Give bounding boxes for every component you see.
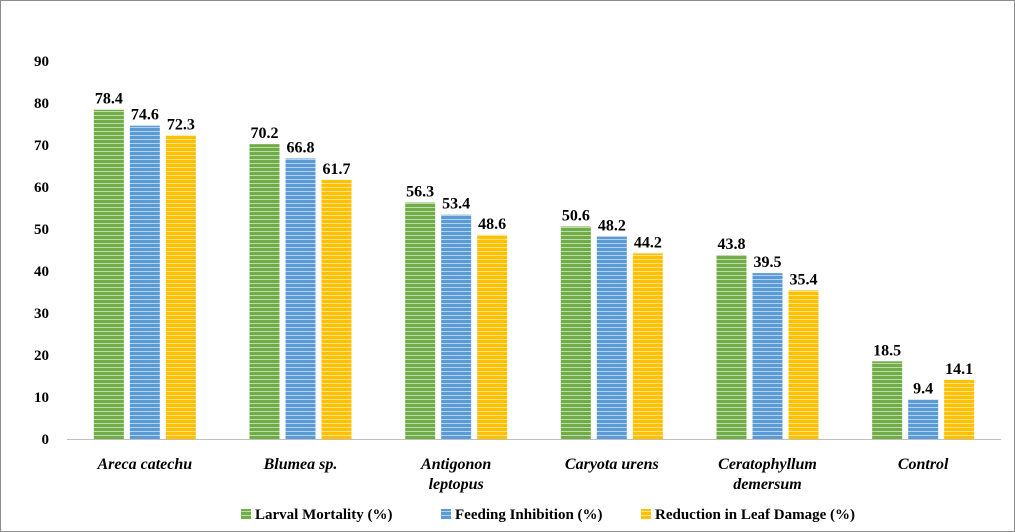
bar-value-label: 74.6 <box>131 107 159 124</box>
x-tick-label: Ceratophyllum <box>718 456 817 473</box>
bar-value-label: 53.4 <box>442 196 470 213</box>
x-tick-label: Antigonon <box>420 456 491 473</box>
x-tick-label: leptopus <box>429 476 484 493</box>
bar <box>285 158 316 439</box>
y-tick-label: 10 <box>34 390 49 406</box>
bar-value-label: 72.3 <box>167 116 195 133</box>
bar-value-label: 61.7 <box>323 161 351 178</box>
legend-label: Reduction in Leaf Damage (%) <box>655 507 855 523</box>
bar <box>321 179 352 440</box>
bar-value-label: 39.5 <box>754 254 782 271</box>
legend-label: Feeding Inhibition (%) <box>455 507 603 523</box>
x-axis: Areca catechu Blumea sp. Antigonon leptopus… <box>67 439 1001 493</box>
value-labels: 78.4 74.6 72.3 70.2 66.8 61.7 56.3 53.4 48.6 50.6… <box>95 91 973 398</box>
bars <box>93 109 975 440</box>
bar-value-label: 70.2 <box>251 125 279 142</box>
bar-value-label: 50.6 <box>562 207 590 224</box>
y-tick-label: 70 <box>34 138 49 154</box>
bar-value-label: 43.8 <box>718 236 746 253</box>
bar-value-label: 48.2 <box>598 218 626 235</box>
bar-value-label: 78.4 <box>95 91 123 108</box>
bar <box>405 202 436 439</box>
bar <box>477 234 508 439</box>
y-tick-label: 80 <box>34 96 49 112</box>
x-tick-label: Control <box>898 456 949 473</box>
bar <box>596 236 627 439</box>
y-axis: 0 10 20 30 40 50 60 70 80 90 <box>34 54 49 448</box>
bar-value-label: 9.4 <box>913 381 933 398</box>
bar <box>788 290 819 439</box>
bar <box>129 125 160 440</box>
y-tick-label: 0 <box>42 432 50 448</box>
y-tick-label: 40 <box>34 264 49 280</box>
bar <box>165 135 196 439</box>
bar <box>944 379 975 439</box>
bar-value-label: 35.4 <box>790 271 818 288</box>
y-tick-label: 30 <box>34 306 49 322</box>
bar-value-label: 56.3 <box>406 184 434 201</box>
bar <box>716 255 747 439</box>
bar <box>872 361 903 439</box>
x-tick-label: Blumea sp. <box>263 456 338 473</box>
bar-value-label: 18.5 <box>873 342 901 359</box>
bar-value-label: 14.1 <box>945 361 973 378</box>
bar-value-label: 44.2 <box>634 234 662 251</box>
bar <box>908 399 939 439</box>
bar-value-label: 48.6 <box>478 216 506 233</box>
legend-swatch <box>641 509 651 519</box>
bar <box>93 109 124 439</box>
legend-swatch <box>441 509 451 519</box>
y-tick-label: 90 <box>34 54 49 70</box>
x-tick-label: Caryota urens <box>565 456 659 473</box>
x-tick-label: Areca catechu <box>97 456 193 473</box>
legend: Larval Mortality (%) Feeding Inhibition (… <box>241 507 855 523</box>
x-tick-label: demersum <box>733 476 801 493</box>
bar <box>441 214 472 439</box>
bar <box>249 144 280 439</box>
y-tick-label: 20 <box>34 348 49 364</box>
bar-value-label: 66.8 <box>287 139 315 156</box>
legend-swatch <box>241 509 251 519</box>
bar <box>560 226 591 439</box>
legend-label: Larval Mortality (%) <box>255 507 392 523</box>
bar <box>632 253 663 439</box>
y-tick-label: 50 <box>34 222 49 238</box>
bar <box>752 273 783 439</box>
y-tick-label: 60 <box>34 180 49 196</box>
